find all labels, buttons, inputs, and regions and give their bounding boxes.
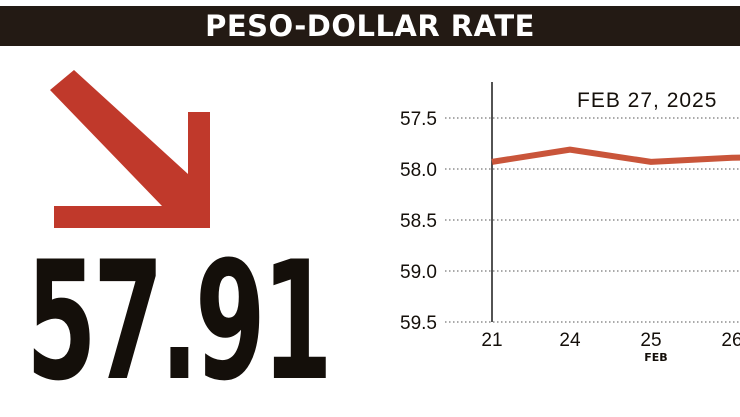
y-tick-label: 58.0 bbox=[400, 160, 437, 181]
rate-series-line bbox=[492, 150, 740, 162]
x-tick-label: 24 bbox=[559, 330, 581, 351]
x-tick-label: 25 bbox=[640, 330, 661, 351]
y-tick-label: 59.0 bbox=[400, 262, 437, 283]
date-annotation: FEB 27, 2025 bbox=[577, 89, 717, 112]
y-tick-label: 58.5 bbox=[400, 211, 437, 232]
x-tick-label: 21 bbox=[481, 330, 502, 351]
x-tick-label: 26 bbox=[721, 330, 740, 351]
y-tick-label: 57.5 bbox=[400, 109, 437, 130]
y-tick-label: 59.5 bbox=[400, 313, 437, 334]
x-axis-month-label: FEB bbox=[644, 351, 667, 364]
rate-line-chart: 57.5 58.0 58.5 59.0 59.5 21 24 25 26 FEB FEB 27… bbox=[0, 0, 740, 408]
